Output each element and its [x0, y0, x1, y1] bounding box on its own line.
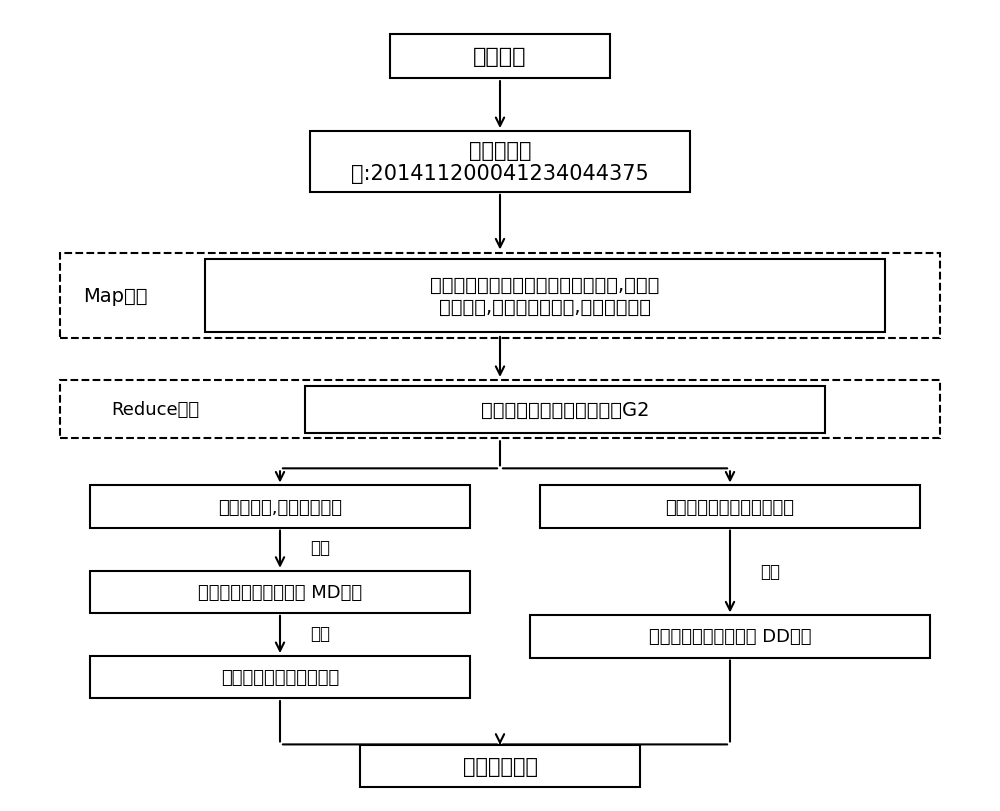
FancyBboxPatch shape — [90, 486, 470, 528]
Text: Map处理: Map处理 — [83, 286, 147, 306]
FancyBboxPatch shape — [540, 486, 920, 528]
Text: 生成数据流
如:2014112000412340443​75: 生成数据流 如:2014112000412340443​75 — [351, 140, 649, 184]
Text: 获取高于平均体重猪的集合G2: 获取高于平均体重猪的集合G2 — [481, 400, 649, 419]
Text: 生成键值对数据，包括：〈采集时间,体重〉
〈猪编号,体重〉〈猪编号,日行走距离〉: 生成键值对数据，包括：〈采集时间,体重〉 〈猪编号,体重〉〈猪编号,日行走距离〉 — [430, 276, 660, 316]
Text: 最佳圈养密度: 最佳圈养密度 — [462, 757, 538, 776]
FancyBboxPatch shape — [205, 260, 885, 333]
Text: 出栏体重与总行走距离 MD模型: 出栏体重与总行走距离 MD模型 — [198, 583, 362, 601]
FancyBboxPatch shape — [305, 386, 825, 433]
FancyBboxPatch shape — [90, 571, 470, 613]
Text: 寻优: 寻优 — [310, 624, 330, 642]
FancyBboxPatch shape — [530, 616, 930, 658]
FancyBboxPatch shape — [360, 745, 640, 787]
Text: 建立: 建立 — [760, 563, 780, 581]
FancyBboxPatch shape — [60, 380, 940, 439]
FancyBboxPatch shape — [60, 253, 940, 339]
FancyBboxPatch shape — [310, 132, 690, 193]
Text: Reduce处理: Reduce处理 — [111, 401, 199, 418]
Text: 采集数据: 采集数据 — [473, 47, 527, 67]
Text: （出栏体重,总行走距离）: （出栏体重,总行走距离） — [218, 498, 342, 516]
Text: 总行走距离与圈养密度 DD模型: 总行走距离与圈养密度 DD模型 — [649, 628, 811, 646]
Text: 建立: 建立 — [310, 539, 330, 556]
FancyBboxPatch shape — [90, 656, 470, 698]
Text: 总行走距离（最佳体重）: 总行走距离（最佳体重） — [221, 668, 339, 686]
Text: （总行走距离，圈养密度）: （总行走距离，圈养密度） — [666, 498, 794, 516]
FancyBboxPatch shape — [390, 34, 610, 79]
